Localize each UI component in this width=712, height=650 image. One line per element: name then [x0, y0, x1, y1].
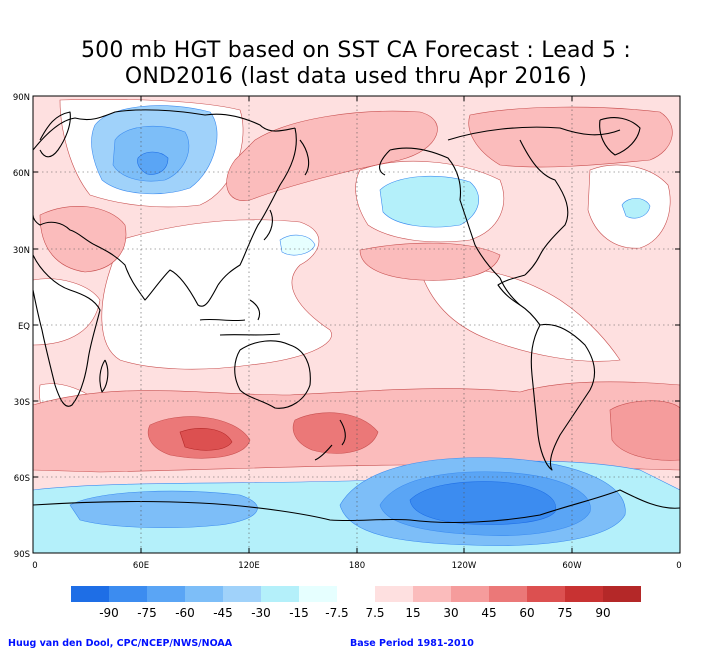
- colorbar-swatch: [603, 586, 641, 602]
- lat-label-90s: 90S: [14, 550, 30, 560]
- colorbar-swatch: [565, 586, 603, 602]
- title-line-1: 500 mb HGT based on SST CA Forecast : Le…: [80, 38, 632, 63]
- positive-region-southern-midlat-strong: [179, 428, 233, 451]
- colorbar-label: 15: [405, 606, 420, 620]
- coastlines: [33, 109, 680, 524]
- colorbar-label: 60: [519, 606, 534, 620]
- colorbar-label: -15: [289, 606, 309, 620]
- positive-region-east-asia: [39, 205, 127, 273]
- lon-label-0-right: 0: [676, 561, 681, 571]
- colorbar-label: -7.5: [325, 606, 348, 620]
- lon-label-180: 180: [349, 561, 365, 571]
- positive-region-eurasia: [226, 110, 438, 201]
- lat-label-90n: 90N: [13, 93, 30, 103]
- colorbar-swatch: [71, 586, 109, 602]
- colorbar-swatch: [185, 586, 223, 602]
- negative-region-siberia-core: [137, 151, 169, 175]
- lon-label-60e: 60E: [133, 561, 149, 571]
- colorbar-swatch: [451, 586, 489, 602]
- negative-region-alaska-outer: [379, 175, 479, 228]
- lat-label-60n: 60N: [13, 169, 30, 179]
- lon-label-120w: 120W: [452, 561, 477, 571]
- lat-label-30s: 30S: [14, 398, 30, 408]
- positive-region-south-atlantic: [609, 400, 680, 461]
- colorbar-swatch: [147, 586, 185, 602]
- colorbar-label: -60: [175, 606, 195, 620]
- colorbar-label: -30: [251, 606, 271, 620]
- colorbar-label: 45: [481, 606, 496, 620]
- colorbar-swatch: [413, 586, 451, 602]
- title-line-2: OND2016 (last data used thru Apr 2016 ): [124, 64, 588, 89]
- colorbar-swatch: [223, 586, 261, 602]
- colorbar-label: 90: [595, 606, 610, 620]
- positive-region-north-pacific-east: [359, 242, 501, 281]
- colorbar: -90 -75 -60 -45 -30 -15 -7.5 7.5 15 30 45 60 75 90: [71, 586, 641, 620]
- negative-region-south-indian: [69, 490, 258, 529]
- neutral-region-indo-pacific: [101, 219, 332, 370]
- lon-label-0: 0: [32, 561, 37, 571]
- colorbar-label: 7.5: [365, 606, 384, 620]
- colorbar-label: -45: [213, 606, 233, 620]
- lat-label-60s: 60S: [14, 474, 30, 484]
- negative-region-atlantic-small: [621, 198, 651, 219]
- colorbar-swatch: [375, 586, 413, 602]
- negative-region-east-asia-small: [279, 234, 316, 256]
- colorbar-swatch: [527, 586, 565, 602]
- colorbar-swatch: [261, 586, 299, 602]
- credit-text: Huug van den Dool, CPC/NCEP/NWS/NOAA: [8, 638, 233, 649]
- colorbar-label: 75: [557, 606, 572, 620]
- colorbar-swatch: [109, 586, 147, 602]
- negative-region-south-pacific-core: [409, 481, 557, 525]
- colorbar-label: 30: [443, 606, 458, 620]
- lon-label-120e: 120E: [238, 561, 260, 571]
- lat-label-eq: EQ: [18, 322, 30, 332]
- lat-label-30n: 30N: [13, 246, 30, 256]
- colorbar-swatch: [299, 586, 337, 602]
- colorbar-swatch: [489, 586, 527, 602]
- positive-region-arctic: [468, 106, 673, 168]
- tick-marks: [33, 95, 680, 554]
- lon-label-60w: 60W: [562, 561, 582, 571]
- neutral-region-east-pacific: [419, 267, 621, 362]
- colorbar-label: -90: [99, 606, 119, 620]
- colorbar-swatch: [337, 586, 375, 602]
- base-period-text: Base Period 1981-2010: [350, 638, 474, 649]
- colorbar-label: -75: [137, 606, 157, 620]
